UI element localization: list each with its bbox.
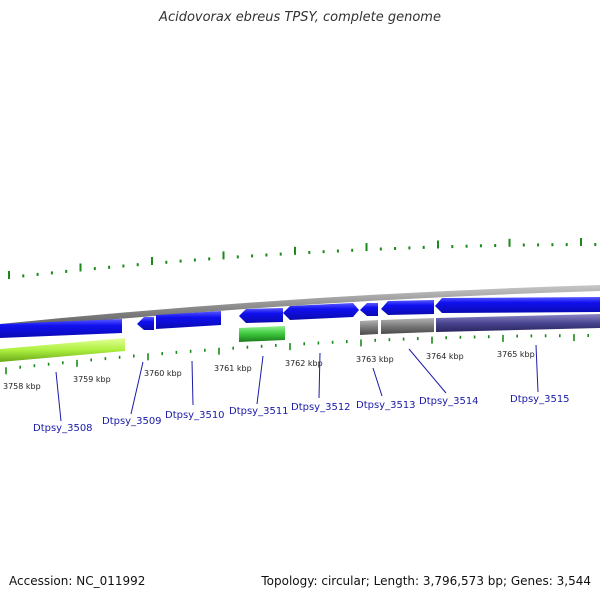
leader-line <box>55 371 62 422</box>
gene-label-dtpsy-3509[interactable]: Dtpsy_3509 <box>102 416 162 427</box>
reverse-strand-track <box>0 314 600 362</box>
kbp-label: 3758 kbp <box>3 382 41 391</box>
leader-line <box>535 344 539 393</box>
forward-strand-track <box>0 297 600 338</box>
gene-block-slate[interactable] <box>436 314 600 332</box>
kbp-label: 3760 kbp <box>144 369 182 378</box>
gene-block-dtpsy-3508-reverse[interactable] <box>0 338 125 362</box>
kbp-label: 3761 kbp <box>214 364 252 373</box>
gene-block-dtpsy-3511[interactable] <box>239 308 283 323</box>
gene-block-dtpsy-3508-forward[interactable] <box>0 319 122 338</box>
gene-label-leaders <box>55 344 539 422</box>
gene-label-dtpsy-3514[interactable]: Dtpsy_3514 <box>419 396 479 407</box>
leader-line <box>191 360 194 406</box>
gene-label-dtpsy-3510[interactable]: Dtpsy_3510 <box>165 410 225 421</box>
kbp-label: 3763 kbp <box>356 355 394 364</box>
gene-block-gray-1[interactable] <box>360 320 378 335</box>
gene-label-dtpsy-3515[interactable]: Dtpsy_3515 <box>510 394 570 405</box>
kbp-label: 3762 kbp <box>285 359 323 368</box>
gene-label-dtpsy-3508[interactable]: Dtpsy_3508 <box>33 423 93 434</box>
genome-summary-text: Topology: circular; Length: 3,796,573 bp… <box>261 574 591 588</box>
leader-line <box>256 355 264 405</box>
gene-block-green[interactable] <box>239 326 285 342</box>
kbp-label: 3759 kbp <box>73 375 111 384</box>
kbp-label: 3764 kbp <box>426 352 464 361</box>
map-title: Acidovorax ebreus TPSY, complete genome <box>159 10 441 25</box>
gene-block-dtpsy-3515[interactable] <box>435 297 600 313</box>
gene-block-dtpsy-3509[interactable] <box>137 317 154 330</box>
gene-label-dtpsy-3512[interactable]: Dtpsy_3512 <box>291 402 351 413</box>
accession-text: Accession: NC_011992 <box>9 574 146 588</box>
gc-skew-ticks <box>8 238 597 279</box>
gene-block-gray-2[interactable] <box>381 318 434 334</box>
leader-line <box>408 348 447 394</box>
kbp-scale-labels: 3758 kbp 3759 kbp 3760 kbp 3761 kbp 3762… <box>3 350 535 391</box>
scale-ticks <box>5 334 590 375</box>
genome-backbone <box>0 285 600 330</box>
gene-block-dtpsy-3512[interactable] <box>283 303 359 320</box>
leader-line <box>318 352 321 399</box>
leader-line <box>372 367 383 397</box>
gene-block-dtpsy-3514[interactable] <box>381 300 434 315</box>
gene-labels: Dtpsy_3508 Dtpsy_3509 Dtpsy_3510 Dtpsy_3… <box>33 394 570 434</box>
leader-line <box>130 361 144 415</box>
kbp-label: 3765 kbp <box>497 350 535 359</box>
gene-label-dtpsy-3511[interactable]: Dtpsy_3511 <box>229 406 289 417</box>
gene-block-dtpsy-3513[interactable] <box>360 303 378 316</box>
gene-label-dtpsy-3513[interactable]: Dtpsy_3513 <box>356 400 416 411</box>
gene-block-dtpsy-3510[interactable] <box>156 311 221 329</box>
